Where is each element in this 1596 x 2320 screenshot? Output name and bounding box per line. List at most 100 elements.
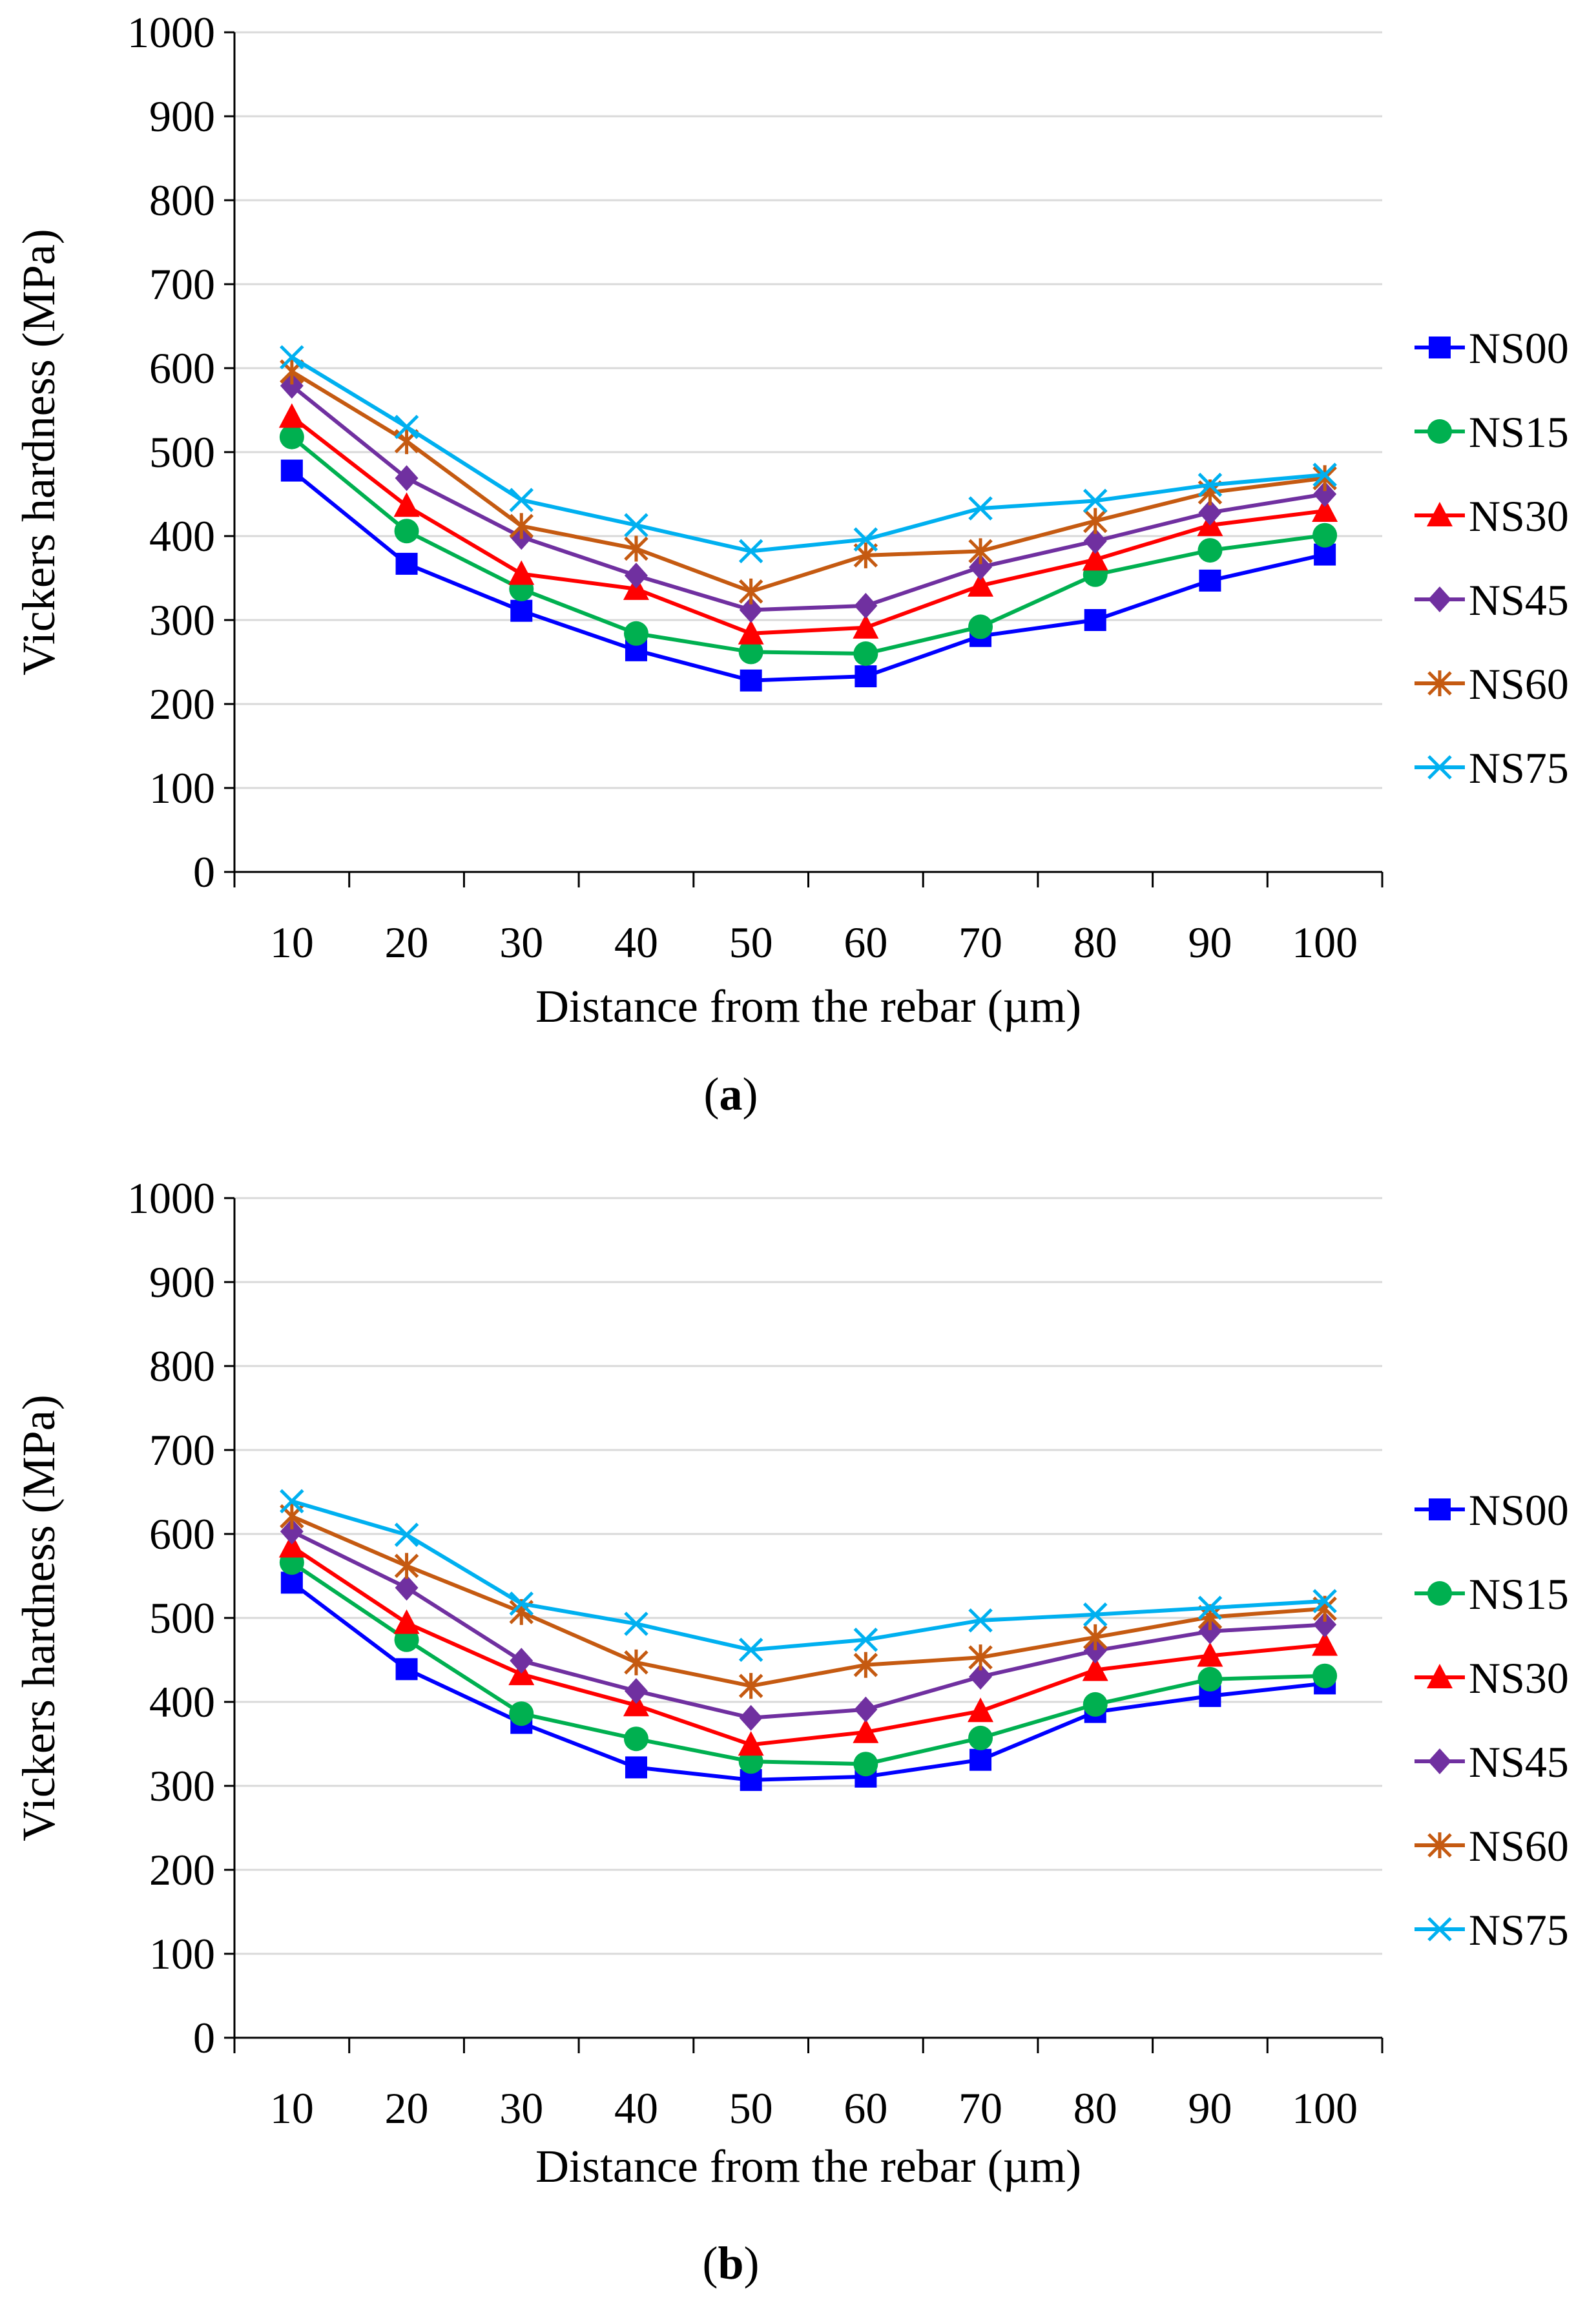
series-NS15	[279, 1550, 1338, 1777]
series-NS75	[280, 1489, 1337, 1662]
series-NS75	[280, 345, 1337, 564]
data-point-NS75	[394, 415, 419, 439]
data-point-NS75	[968, 496, 993, 521]
caption-b: (b)	[702, 2237, 759, 2289]
series-line-NS00	[291, 1581, 1325, 1782]
series-line-NS00	[290, 469, 1325, 683]
data-point-NS75	[1197, 472, 1223, 497]
data-point-NS60	[624, 535, 648, 562]
x-tick-label: 80	[1073, 2084, 1117, 2133]
data-point-NS30	[968, 572, 994, 597]
data-point-NS45	[1083, 528, 1107, 554]
data-point-NS45	[1198, 499, 1222, 526]
caption-letter: b	[718, 2237, 743, 2289]
x-tick-label: 70	[959, 918, 1002, 967]
y-tick-label: 400	[149, 1677, 215, 1726]
data-point-NS60	[738, 578, 763, 605]
data-point-NS60	[394, 1553, 419, 1579]
y-tick-label: 900	[149, 1258, 215, 1307]
data-point-NS75	[1083, 488, 1108, 513]
data-point-NS15	[738, 639, 763, 665]
data-point-NS60	[1083, 508, 1108, 534]
legend-marker	[1427, 1917, 1452, 1942]
x-tick-label: 100	[1292, 2084, 1358, 2133]
legend-item-NS30: NS30	[1415, 492, 1569, 541]
data-point-NS60	[1312, 465, 1337, 492]
data-point-NS75	[509, 1591, 534, 1616]
data-point-NS75	[1197, 1595, 1223, 1621]
legend-label: NS15	[1469, 1569, 1569, 1619]
y-tick-label: 900	[149, 92, 215, 141]
data-point-NS30	[508, 560, 535, 585]
data-point-NS75	[280, 1489, 304, 1514]
data-point-NS75	[624, 513, 648, 537]
data-point-NS15	[509, 1701, 534, 1726]
data-point-NS30	[738, 619, 764, 645]
x-tick-label: 20	[385, 2084, 429, 2133]
data-point-NS60	[1083, 1624, 1108, 1650]
series-line-NS75	[291, 355, 1325, 554]
data-point-NS45	[854, 592, 878, 619]
data-point-NS00	[280, 459, 303, 482]
y-tick-label: 600	[149, 344, 215, 393]
series-line-NS45	[291, 1529, 1325, 1720]
legend-label: NS30	[1469, 492, 1569, 541]
y-tick-label: 500	[149, 428, 215, 477]
data-point-NS75	[738, 1637, 763, 1662]
data-point-NS45	[1313, 1611, 1337, 1638]
data-point-NS45	[624, 563, 648, 589]
data-point-NS15	[1312, 1663, 1338, 1688]
legend-marker	[1429, 1498, 1451, 1520]
legend-marker	[1427, 419, 1452, 444]
series-NS45	[280, 1518, 1337, 1731]
data-point-NS30	[393, 492, 420, 517]
series-NS60	[280, 358, 1337, 605]
y-tick-label: 800	[149, 176, 215, 225]
legend-marker	[1427, 502, 1453, 526]
caption-a: (a)	[704, 1068, 758, 1120]
data-point-NS30	[1312, 497, 1338, 522]
y-tick-label: 700	[149, 260, 215, 309]
x-tick-label: 70	[959, 2084, 1002, 2133]
y-tick-label: 300	[149, 596, 215, 645]
series-line-NS30	[291, 1545, 1325, 1747]
y-tick-label: 600	[149, 1509, 215, 1559]
data-point-NS15	[1312, 523, 1338, 548]
data-point-NS00	[969, 1748, 992, 1771]
legend-label: NS30	[1469, 1653, 1569, 1703]
y-tick-label: 500	[149, 1593, 215, 1642]
legend-item-NS00: NS00	[1415, 324, 1569, 373]
data-point-NS75	[1312, 1589, 1337, 1613]
data-point-NS00	[625, 1756, 647, 1779]
data-point-NS30	[278, 1533, 305, 1558]
y-tick-label: 200	[149, 679, 215, 729]
data-point-NS75	[509, 488, 534, 512]
data-point-NS75	[853, 1628, 878, 1652]
series-line-NS60	[291, 369, 1325, 594]
legend-label: NS45	[1469, 1737, 1569, 1787]
x-tick-label: 80	[1073, 918, 1117, 967]
data-point-NS15	[853, 1752, 878, 1777]
data-point-NS45	[854, 1696, 878, 1723]
legend-item-NS30: NS30	[1415, 1653, 1569, 1703]
legend-marker	[1427, 755, 1452, 780]
data-point-NS60	[624, 1649, 648, 1675]
data-point-NS30	[853, 1718, 879, 1743]
x-tick-label: 90	[1188, 2084, 1232, 2133]
x-tick-label: 100	[1292, 918, 1358, 967]
data-point-NS15	[394, 519, 419, 544]
y-tick-label: 0	[193, 847, 215, 896]
data-point-NS00	[395, 552, 418, 575]
y-tick-label: 100	[149, 1929, 215, 1978]
data-point-NS15	[1083, 1692, 1108, 1717]
legend-label: NS00	[1469, 324, 1569, 373]
data-point-NS00	[510, 599, 533, 622]
y-tick-label: 1000	[127, 1174, 215, 1223]
data-point-NS30	[968, 1697, 994, 1723]
legend-marker	[1427, 670, 1452, 696]
x-tick-label: 50	[729, 2084, 773, 2133]
caption-close-paren: )	[743, 1068, 758, 1120]
data-point-NS45	[395, 465, 419, 492]
y-tick-label: 1000	[127, 8, 215, 57]
